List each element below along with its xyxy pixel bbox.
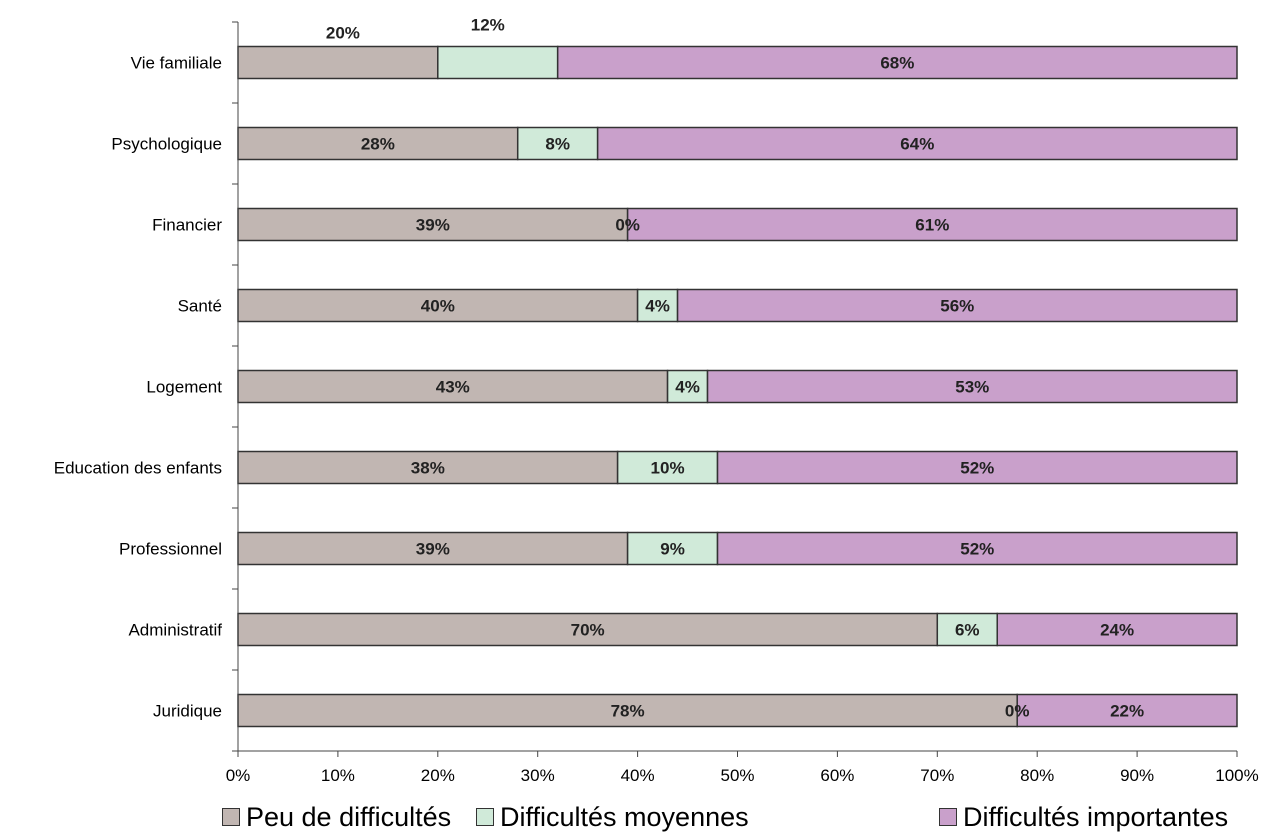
data-label: 78%: [611, 702, 645, 721]
data-label: 20%: [326, 24, 360, 43]
x-tick-label: 10%: [321, 766, 355, 785]
bar-segment: [437, 45, 559, 80]
bar-segment: [996, 612, 1238, 647]
bar-segment: [237, 450, 619, 485]
data-label: 70%: [571, 621, 605, 640]
x-tick-label: 80%: [1020, 766, 1054, 785]
stacked-bar-chart: 20% 12% 68% Vie familiale 28% 8% 64% Psychologi…: [54, 16, 1259, 786]
bar-segment: [237, 126, 519, 161]
x-tick-label: 90%: [1120, 766, 1154, 785]
category-label: Financier: [152, 216, 222, 235]
legend-label-importantes: Difficultés importantes: [963, 802, 1229, 832]
data-label: 68%: [880, 54, 914, 73]
data-label: 53%: [955, 378, 989, 397]
bar-segment: [237, 693, 1018, 728]
legend-swatch-importantes: [939, 808, 957, 826]
data-label: 6%: [955, 621, 980, 640]
category-label: Education des enfants: [54, 459, 222, 478]
legend-swatch-moyennes: [476, 808, 494, 826]
data-label: 12%: [471, 16, 505, 35]
data-label: 40%: [421, 297, 455, 316]
data-label: 28%: [361, 135, 395, 154]
legend-label-moyennes: Difficultés moyennes: [500, 802, 749, 832]
bar-segment: [716, 531, 1238, 566]
data-label: 43%: [436, 378, 470, 397]
bar-segment: [556, 45, 1238, 80]
legend-swatch-peu: [222, 808, 240, 826]
data-label: 4%: [645, 297, 670, 316]
bar-segment: [626, 531, 719, 566]
data-label: 8%: [545, 135, 570, 154]
data-label: 61%: [915, 216, 949, 235]
data-label: 9%: [660, 540, 685, 559]
x-tick-label: 40%: [621, 766, 655, 785]
data-label: 39%: [416, 540, 450, 559]
data-label: 4%: [675, 378, 700, 397]
legend-label-peu: Peu de difficultés: [246, 802, 452, 832]
x-tick-label: 100%: [1215, 766, 1258, 785]
category-label: Logement: [146, 378, 222, 397]
x-tick-label: 20%: [421, 766, 455, 785]
data-label: 39%: [416, 216, 450, 235]
category-label: Vie familiale: [131, 54, 222, 73]
bar-segment: [237, 45, 439, 80]
category-label: Professionnel: [119, 540, 222, 559]
bar-segment: [516, 126, 599, 161]
bar-segment: [706, 369, 1238, 404]
bar-segment: [716, 450, 1238, 485]
category-label: Santé: [178, 297, 222, 316]
data-label: 52%: [960, 459, 994, 478]
bar-segment: [616, 450, 719, 485]
data-label: 52%: [960, 540, 994, 559]
bar-segment: [936, 612, 998, 647]
bar-segment: [676, 288, 1238, 323]
x-tick-label: 70%: [920, 766, 954, 785]
legend-item-peu: Peu de difficultés: [222, 800, 451, 834]
data-label: 38%: [411, 459, 445, 478]
data-label: 24%: [1100, 621, 1134, 640]
data-label: 56%: [940, 297, 974, 316]
data-label: 22%: [1110, 702, 1144, 721]
x-tick-label: 60%: [820, 766, 854, 785]
x-tick-label: 50%: [720, 766, 754, 785]
bar-segment: [596, 126, 1238, 161]
bar-segment: [1016, 693, 1238, 728]
bar-segment: [636, 288, 679, 323]
category-label: Psychologique: [111, 135, 222, 154]
category-label: Administratif: [128, 621, 222, 640]
legend-item-importantes: Difficultés importantes: [939, 800, 1228, 834]
data-label: 0%: [615, 216, 640, 235]
bar-segment: [237, 369, 669, 404]
bar-segment: [237, 288, 639, 323]
bar-segment: [626, 207, 1238, 242]
x-tick-label: 30%: [521, 766, 555, 785]
data-label: 64%: [900, 135, 934, 154]
bar-segment: [237, 207, 629, 242]
x-tick-label: 0%: [226, 766, 251, 785]
data-label: 10%: [651, 459, 685, 478]
legend: Peu de difficultés Difficultés moyennes …: [0, 800, 1275, 834]
legend-item-moyennes: Difficultés moyennes: [476, 800, 749, 834]
bar-segment: [237, 612, 939, 647]
category-label: Juridique: [153, 702, 222, 721]
data-label: 0%: [1005, 702, 1030, 721]
